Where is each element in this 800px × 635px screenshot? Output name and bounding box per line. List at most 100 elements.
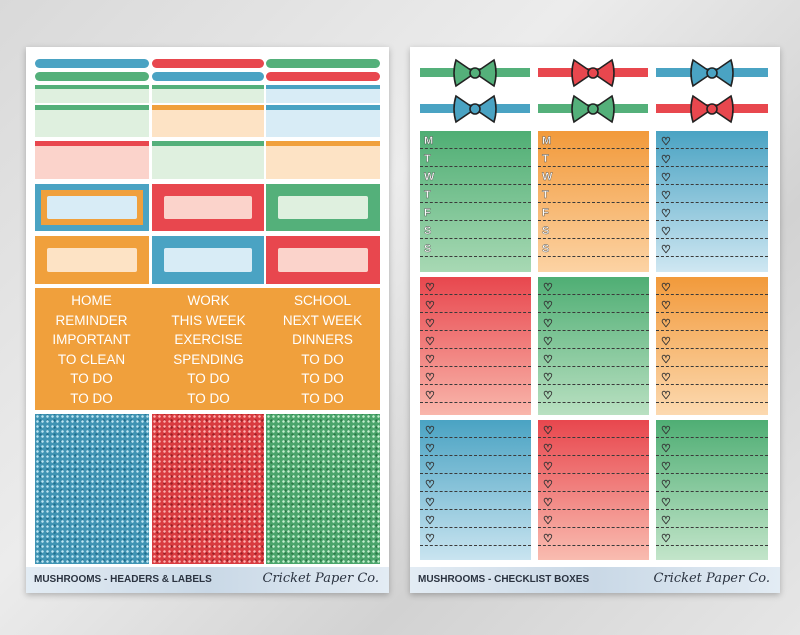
sheet-title: MUSHROOMS - HEADERS & LABELS bbox=[34, 574, 212, 585]
word-label: SCHOOL bbox=[293, 293, 351, 308]
brand-logo: Cricket Paper Co. bbox=[262, 571, 379, 586]
framed-label bbox=[266, 236, 380, 284]
word-label: TO DO bbox=[301, 351, 344, 367]
word-label: THIS WEEK bbox=[171, 312, 246, 328]
heart-checkbox-icon: ♡ bbox=[661, 336, 671, 349]
word-label: NEXT WEEK bbox=[282, 312, 363, 328]
weekday-letter: F bbox=[424, 207, 431, 219]
framed-label bbox=[152, 236, 264, 284]
sheet-footer: MUSHROOMS - CHECKLIST BOXES Cricket Pape… bbox=[410, 567, 780, 593]
heart-checkbox-icon: ♡ bbox=[425, 533, 435, 546]
heart-checkbox-icon: ♡ bbox=[543, 318, 553, 331]
word-label: DINNERS bbox=[292, 332, 353, 347]
heart-checkbox-icon: ♡ bbox=[661, 390, 671, 403]
heart-checkbox-icon: ♡ bbox=[543, 372, 553, 385]
header-label-box bbox=[35, 141, 149, 179]
blue-glitter-block bbox=[35, 414, 149, 564]
word-label: TO DO bbox=[70, 371, 113, 386]
heart-checkbox-icon: ♡ bbox=[543, 479, 553, 492]
weekday-letter: W bbox=[424, 171, 435, 183]
word-label: WORK bbox=[187, 293, 230, 308]
checklist-box: ♡ ♡ ♡ ♡ ♡ ♡ ♡ bbox=[538, 277, 649, 415]
weekday-checklist-box: M T W T F S S bbox=[420, 131, 531, 272]
weekday-letter: S bbox=[424, 225, 432, 237]
red-scallop-strip bbox=[152, 59, 264, 68]
heart-checkbox-icon: ♡ bbox=[661, 443, 671, 456]
checklist-box: ♡ ♡ ♡ ♡ ♡ ♡ ♡ bbox=[656, 131, 768, 272]
word-label: SPENDING bbox=[173, 351, 244, 367]
heart-checkbox-icon: ♡ bbox=[425, 318, 435, 331]
checklist-boxes-sheet: M T W T F S S M T W T F S S ♡ ♡ ♡ ♡ ♡ ♡ … bbox=[410, 47, 780, 593]
weekday-checklist-box: M T W T F S S bbox=[538, 131, 649, 272]
header-label-box bbox=[152, 105, 264, 137]
heart-checkbox-icon: ♡ bbox=[661, 172, 671, 185]
weekday-letter: S bbox=[542, 243, 550, 255]
heart-checkbox-icon: ♡ bbox=[661, 136, 671, 149]
weekday-letter: T bbox=[542, 189, 549, 201]
word-label: TO DO bbox=[187, 390, 230, 406]
sheet-footer: MUSHROOMS - HEADERS & LABELS Cricket Pap… bbox=[26, 567, 389, 593]
bow-icon bbox=[690, 58, 734, 88]
blue-scallop-strip bbox=[35, 59, 149, 68]
heart-checkbox-icon: ♡ bbox=[661, 226, 671, 239]
header-label-box bbox=[35, 105, 149, 137]
heart-checkbox-icon: ♡ bbox=[425, 372, 435, 385]
header-strip bbox=[152, 85, 264, 103]
green-scallop-strip bbox=[266, 59, 380, 68]
heart-checkbox-icon: ♡ bbox=[425, 497, 435, 510]
heart-checkbox-icon: ♡ bbox=[661, 425, 671, 438]
heart-checkbox-icon: ♡ bbox=[425, 443, 435, 456]
weekday-letter: M bbox=[424, 135, 434, 147]
word-label: HOME bbox=[71, 293, 112, 308]
heart-checkbox-icon: ♡ bbox=[425, 336, 435, 349]
heart-checkbox-icon: ♡ bbox=[661, 497, 671, 510]
header-strip bbox=[35, 85, 149, 103]
weekday-letter: M bbox=[542, 135, 552, 147]
heart-checkbox-icon: ♡ bbox=[543, 282, 553, 295]
bow-icon bbox=[571, 94, 615, 124]
header-label-box bbox=[152, 141, 264, 179]
red-scallop-strip bbox=[266, 72, 380, 81]
word-label: TO DO bbox=[70, 390, 113, 406]
brand-logo: Cricket Paper Co. bbox=[653, 571, 770, 586]
green-scallop-strip bbox=[35, 72, 149, 81]
heart-checkbox-icon: ♡ bbox=[661, 282, 671, 295]
heart-checkbox-icon: ♡ bbox=[661, 300, 671, 313]
word-label-block: HOME REMINDER IMPORTANT TO CLEAN TO DO T… bbox=[35, 288, 380, 410]
heart-checkbox-icon: ♡ bbox=[425, 282, 435, 295]
green-glitter-block bbox=[266, 414, 380, 564]
word-label: IMPORTANT bbox=[52, 332, 131, 347]
heart-checkbox-icon: ♡ bbox=[425, 390, 435, 403]
bow-icon bbox=[453, 94, 497, 124]
heart-checkbox-icon: ♡ bbox=[543, 336, 553, 349]
word-label: TO DO bbox=[301, 371, 344, 386]
heart-checkbox-icon: ♡ bbox=[661, 190, 671, 203]
word-label: TO DO bbox=[301, 390, 344, 406]
framed-label bbox=[35, 184, 149, 231]
heart-checkbox-icon: ♡ bbox=[543, 300, 553, 313]
word-label: TO DO bbox=[187, 371, 230, 386]
checklist-box: ♡ ♡ ♡ ♡ ♡ ♡ ♡ bbox=[656, 277, 768, 415]
heart-checkbox-icon: ♡ bbox=[661, 244, 671, 257]
heart-checkbox-icon: ♡ bbox=[425, 300, 435, 313]
weekday-letter: S bbox=[424, 243, 432, 255]
heart-checkbox-icon: ♡ bbox=[661, 479, 671, 492]
weekday-letter: T bbox=[424, 153, 431, 165]
heart-checkbox-icon: ♡ bbox=[425, 425, 435, 438]
heart-checkbox-icon: ♡ bbox=[543, 390, 553, 403]
heart-checkbox-icon: ♡ bbox=[543, 533, 553, 546]
blue-scallop-strip bbox=[152, 72, 264, 81]
sheet-title: MUSHROOMS - CHECKLIST BOXES bbox=[418, 574, 590, 585]
checklist-box: ♡ ♡ ♡ ♡ ♡ ♡ ♡ bbox=[420, 277, 531, 415]
framed-label bbox=[152, 184, 264, 231]
heart-checkbox-icon: ♡ bbox=[543, 515, 553, 528]
heart-checkbox-icon: ♡ bbox=[543, 461, 553, 474]
heart-checkbox-icon: ♡ bbox=[661, 318, 671, 331]
heart-checkbox-icon: ♡ bbox=[661, 533, 671, 546]
weekday-letter: T bbox=[424, 189, 431, 201]
framed-label bbox=[35, 236, 149, 284]
heart-checkbox-icon: ♡ bbox=[425, 354, 435, 367]
word-label: REMINDER bbox=[55, 312, 128, 328]
heart-checkbox-icon: ♡ bbox=[661, 515, 671, 528]
weekday-letter: W bbox=[542, 171, 553, 183]
